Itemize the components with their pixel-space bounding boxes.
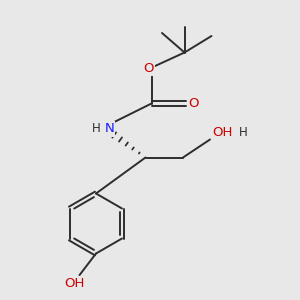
- Text: OH: OH: [212, 125, 233, 139]
- Text: H: H: [239, 125, 248, 139]
- Text: O: O: [188, 97, 199, 110]
- Text: H: H: [92, 122, 101, 136]
- Text: OH: OH: [64, 277, 85, 290]
- Text: O: O: [143, 61, 154, 75]
- Text: N: N: [105, 122, 114, 136]
